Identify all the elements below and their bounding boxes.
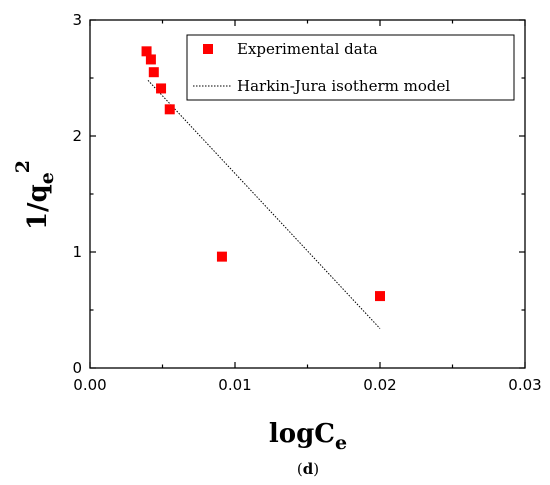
data-points-group (141, 46, 385, 302)
y-tick-label: 3 (72, 11, 82, 29)
model-line-group (147, 79, 381, 329)
y-axis-ticks: 0 1 2 3 (72, 11, 525, 377)
data-point (156, 83, 167, 94)
data-point (148, 67, 159, 78)
legend-marker-experimental (203, 44, 213, 54)
x-tick-label: 0.01 (218, 376, 251, 394)
figure-caption: (d) (297, 460, 319, 478)
legend: Experimental data Harkin-Jura isotherm m… (186, 34, 515, 101)
x-tick-label: 0.03 (508, 376, 541, 394)
legend-box (186, 34, 515, 101)
x-axis-ticks: 0.00 0.01 0.02 0.03 (73, 20, 542, 394)
y-tick-label: 0 (72, 359, 82, 377)
legend-label-experimental: Experimental data (237, 40, 378, 58)
y-axis-title: 1/qe2 (12, 160, 58, 230)
data-point (375, 291, 385, 302)
data-point (145, 54, 156, 65)
data-point (164, 104, 175, 115)
x-tick-label: 0.00 (73, 376, 106, 394)
data-point (141, 46, 152, 57)
x-tick-label: 0.02 (363, 376, 396, 394)
y-tick-label: 1 (72, 243, 82, 261)
data-point (216, 251, 227, 262)
x-axis-title: logCe (269, 419, 347, 454)
y-tick-label: 2 (72, 127, 82, 145)
legend-label-model: Harkin-Jura isotherm model (237, 77, 450, 95)
model-line (147, 79, 381, 329)
